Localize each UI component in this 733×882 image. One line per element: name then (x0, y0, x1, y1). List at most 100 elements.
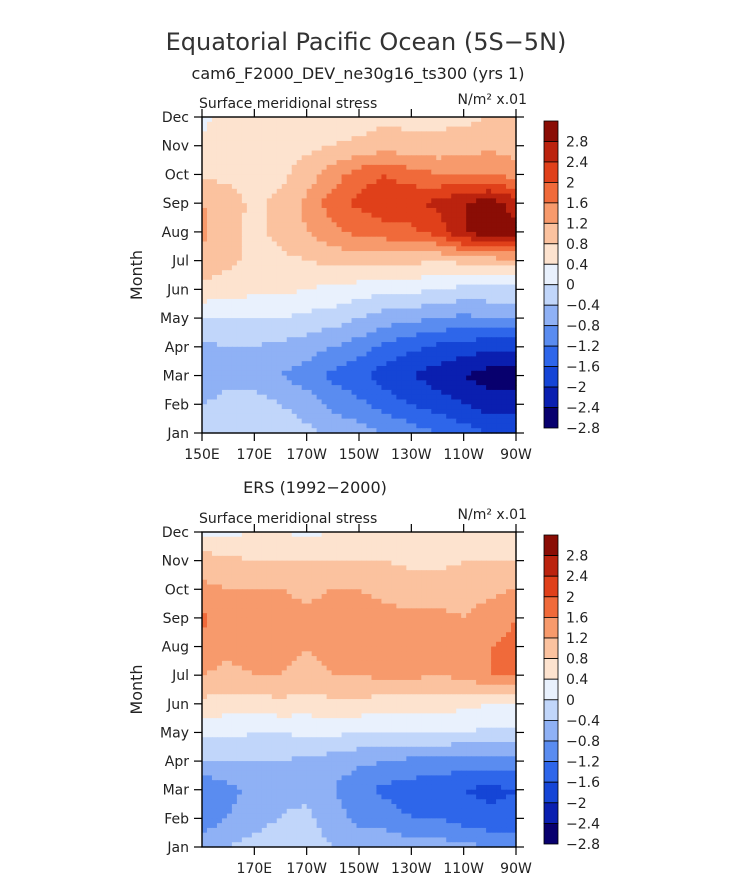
field-cell (496, 275, 502, 281)
field-cell (461, 327, 467, 334)
field-cell (366, 342, 373, 348)
field-cell (361, 303, 368, 310)
field-cell (351, 294, 358, 300)
field-cell (401, 413, 407, 420)
field-cell (321, 361, 328, 367)
field-cell (336, 289, 343, 295)
field-cell (391, 536, 397, 543)
field-cell (246, 246, 253, 252)
field-cell (226, 418, 233, 425)
field-cell (411, 222, 417, 228)
colorbar-label: 0 (566, 278, 575, 294)
field-cell (481, 541, 487, 547)
field-cell (486, 409, 492, 415)
field-cell (406, 227, 412, 233)
field-cell (206, 184, 213, 190)
field-cell (256, 270, 263, 276)
field-cell (441, 207, 447, 214)
field-cell (426, 389, 432, 396)
figure-title: Equatorial Pacific Ocean (5S−5N) (166, 28, 567, 56)
field-cell (326, 318, 333, 324)
field-cell (461, 418, 467, 425)
field-cell (396, 289, 402, 295)
field-cell (231, 574, 238, 581)
field-cell (386, 404, 392, 410)
field-cell (351, 418, 358, 425)
field-cell (471, 231, 477, 238)
field-cell (451, 337, 457, 343)
field-cell (386, 155, 392, 161)
field-cell (441, 246, 447, 252)
field-cell (246, 337, 253, 343)
field-cell (301, 584, 308, 590)
field-cell (386, 428, 392, 434)
field-cell (436, 332, 442, 338)
field-cell (406, 375, 412, 381)
field-cell (501, 236, 507, 243)
field-cell (496, 313, 502, 319)
field-cell (211, 560, 218, 567)
field-cell (221, 313, 228, 319)
field-cell (261, 270, 268, 276)
field-cell (291, 541, 298, 547)
field-cell (486, 536, 492, 543)
field-cell (281, 318, 288, 324)
field-cell (416, 212, 422, 219)
field-cell (286, 365, 293, 372)
field-cell (411, 236, 417, 243)
field-cell (496, 318, 502, 324)
field-cell (396, 418, 402, 425)
field-cell (461, 231, 467, 238)
field-cell (406, 188, 412, 195)
field-cell (341, 117, 348, 123)
field-cell (436, 555, 442, 562)
field-cell (261, 399, 268, 405)
field-cell (221, 423, 228, 429)
field-cell (326, 579, 333, 586)
field-cell (341, 212, 348, 219)
field-cell (221, 236, 228, 243)
field-cell (366, 255, 373, 262)
field-cell (281, 351, 288, 357)
field-cell (496, 270, 502, 276)
field-cell (451, 217, 457, 223)
field-cell (211, 284, 218, 290)
field-cell (451, 570, 457, 576)
field-cell (301, 179, 308, 185)
field-cell (391, 375, 397, 381)
field-cell (321, 570, 328, 576)
field-cell (271, 260, 278, 267)
field-cell (421, 546, 427, 552)
field-cell (311, 313, 318, 319)
field-cell (316, 346, 323, 353)
field-cell (441, 193, 447, 199)
field-cell (202, 227, 208, 233)
field-cell (346, 565, 353, 571)
field-cell (231, 246, 238, 252)
field-cell (256, 394, 263, 401)
field-cell (321, 365, 328, 372)
field-cell (356, 555, 363, 562)
field-cell (481, 255, 487, 262)
field-cell (336, 399, 343, 405)
field-cell (316, 413, 323, 420)
field-cell (296, 121, 303, 128)
field-cell (396, 560, 402, 567)
field-cell (481, 318, 487, 324)
field-cell (291, 164, 298, 171)
field-cell (276, 546, 283, 552)
field-cell (356, 389, 363, 396)
field-cell (456, 117, 462, 123)
field-cell (371, 327, 378, 334)
field-cell (391, 164, 397, 171)
field-cell (416, 246, 422, 252)
field-cell (386, 574, 392, 581)
field-cell (301, 227, 308, 233)
field-cell (336, 222, 343, 228)
field-cell (486, 346, 492, 353)
field-cell (351, 260, 358, 267)
field-cell (411, 150, 417, 156)
field-cell (371, 298, 378, 305)
field-cell (396, 275, 402, 281)
field-cell (361, 160, 368, 166)
